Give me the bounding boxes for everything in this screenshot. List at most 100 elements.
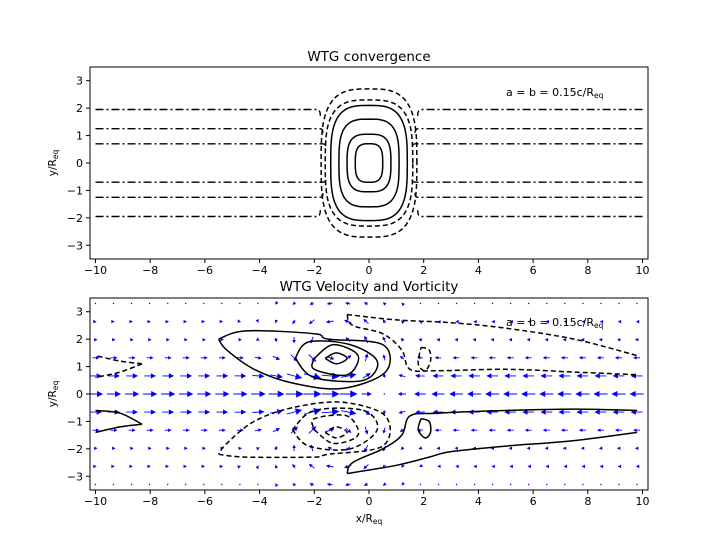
velocity-arrow — [309, 483, 315, 487]
velocity-arrow — [257, 302, 259, 305]
velocity-arrow — [180, 373, 193, 379]
velocity-arrow — [526, 446, 531, 451]
vorticity-contour — [291, 407, 379, 451]
velocity-arrow — [418, 446, 423, 450]
vorticity-contour — [311, 343, 360, 377]
velocity-arrow — [563, 319, 568, 324]
velocity-arrow — [325, 319, 334, 324]
velocity-arrow — [162, 409, 175, 415]
velocity-arrow — [268, 390, 285, 398]
band-contour — [411, 143, 643, 147]
velocity-arrow — [600, 302, 602, 305]
velocity-arrow — [146, 428, 154, 433]
velocity-plot-area — [88, 300, 644, 488]
velocity-arrow — [345, 301, 351, 306]
convergence-ytick-label: −1 — [67, 184, 83, 197]
velocity-arrow — [455, 302, 458, 305]
velocity-arrow — [92, 355, 100, 360]
velocity-arrow — [618, 483, 620, 486]
velocity-arrow — [563, 464, 568, 469]
velocity-arrow — [455, 483, 458, 486]
velocity-arrow — [399, 356, 405, 360]
velocity-arrow — [401, 302, 406, 307]
convergence-xtick-label: 2 — [420, 264, 427, 277]
velocity-arrow — [594, 409, 607, 415]
velocity-arrow — [308, 426, 317, 434]
velocity-arrow — [326, 301, 333, 306]
velocity-arrow — [470, 356, 478, 360]
velocity-arrow — [486, 373, 498, 379]
velocity-arrow — [362, 373, 371, 379]
convergence-xtick-label: 8 — [584, 264, 591, 277]
velocity-ytick-label: 2 — [76, 333, 83, 346]
velocity-arrow — [382, 354, 386, 361]
band-contour — [417, 210, 643, 218]
velocity-arrow — [398, 374, 406, 378]
velocity-arrow — [397, 391, 406, 397]
convergence-ytick-label: 2 — [76, 102, 83, 115]
velocity-arrow — [185, 302, 187, 305]
velocity-arrow — [468, 373, 480, 379]
velocity-arrow — [594, 373, 607, 379]
velocity-arrow — [340, 372, 357, 379]
velocity-arrow — [612, 373, 625, 379]
convergence-xtick-label: −10 — [84, 264, 107, 277]
velocity-arrow — [182, 355, 190, 360]
velocity-arrow — [148, 483, 151, 486]
velocity-arrow — [503, 390, 518, 398]
velocity-arrow — [292, 301, 297, 305]
velocity-xtick-label: 4 — [475, 495, 482, 508]
convergence-title: WTG convergence — [307, 49, 430, 65]
velocity-arrow — [614, 428, 622, 433]
velocity-arrow — [488, 428, 496, 432]
velocity-arrow — [600, 483, 602, 486]
vorticity-contour — [417, 417, 432, 439]
velocity-arrow — [92, 428, 100, 433]
velocity-arrow — [488, 356, 496, 360]
velocity-arrow — [162, 373, 175, 379]
velocity-arrow — [455, 464, 459, 469]
velocity-arrow — [220, 337, 224, 342]
velocity-arrow — [634, 446, 639, 451]
velocity-arrow — [580, 337, 585, 342]
velocity-arrow — [491, 464, 495, 469]
velocity-arrow — [197, 390, 212, 398]
velocity-arrow — [437, 483, 440, 486]
velocity-ytick-label: −3 — [67, 470, 83, 483]
vorticity-contour — [346, 314, 638, 376]
velocity-arrow — [470, 428, 478, 432]
velocity-arrow — [203, 302, 205, 305]
convergence-xtick-label: 0 — [366, 264, 373, 277]
velocity-arrow — [129, 464, 133, 469]
velocity-arrow — [254, 356, 262, 360]
velocity-arrow — [148, 337, 152, 342]
velocity-xtick-label: −8 — [142, 495, 158, 508]
velocity-arrow — [419, 483, 422, 486]
velocity-arrow — [125, 390, 140, 398]
velocity-arrow — [94, 337, 98, 342]
velocity-arrow — [146, 355, 154, 360]
velocity-arrow — [633, 428, 640, 433]
vorticity-contour — [346, 408, 638, 474]
velocity-arrow — [147, 464, 151, 469]
velocity-arrow — [144, 373, 156, 379]
velocity-arrow — [504, 373, 517, 379]
convergence-ytick-label: 1 — [76, 130, 83, 143]
velocity-arrow — [112, 446, 116, 451]
velocity-arrow — [219, 319, 224, 324]
velocity-arrow — [111, 319, 115, 324]
velocity-arrow — [510, 302, 512, 305]
convergence-panel: WTG convergence −10 −8 −6 −4 −2 0 2 4 6 8 10−3−2−1… — [47, 49, 650, 277]
velocity-arrow — [110, 428, 118, 433]
velocity-arrow — [452, 428, 460, 432]
velocity-arrow — [202, 337, 206, 342]
velocity-arrow — [272, 355, 280, 360]
velocity-arrow — [339, 390, 358, 398]
velocity-arrow — [286, 408, 303, 415]
velocity-arrow — [236, 356, 244, 360]
velocity-arrow — [94, 302, 97, 305]
velocity-arrow — [112, 483, 115, 486]
center-contour — [329, 104, 409, 222]
velocity-arrow — [540, 409, 553, 415]
